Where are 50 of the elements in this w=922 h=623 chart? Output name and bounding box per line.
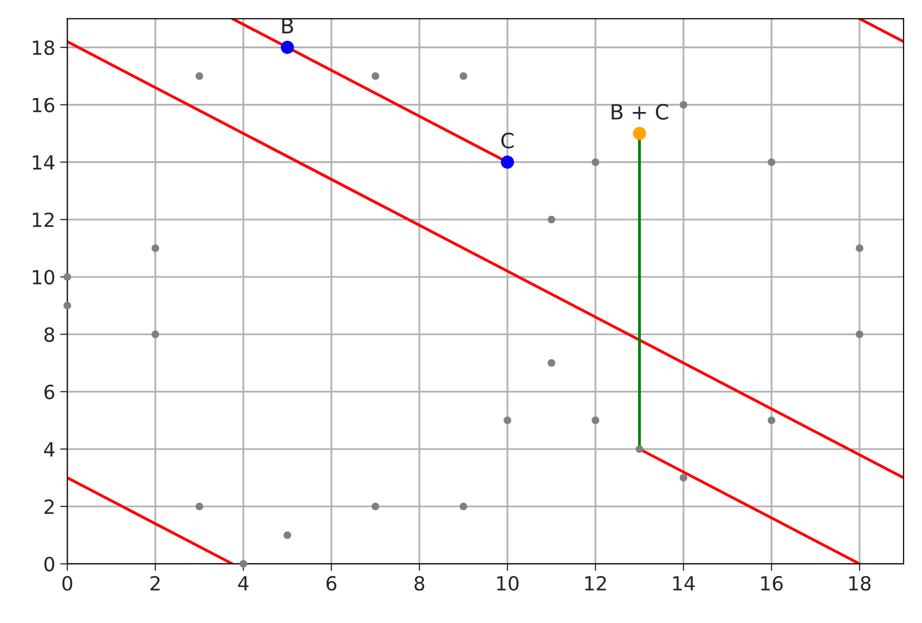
point [632, 126, 646, 140]
y-tick-label: 18 [32, 40, 54, 56]
annotation: B + C [612, 104, 668, 120]
point [768, 416, 776, 424]
point [500, 156, 514, 169]
point [152, 244, 160, 252]
x-tick-label: 2 [150, 576, 160, 590]
point [64, 273, 72, 281]
point [372, 72, 380, 80]
point [856, 244, 864, 252]
annotation: B [282, 18, 294, 34]
x-tick-label: 16 [761, 576, 783, 591]
point [636, 445, 644, 453]
point [680, 474, 688, 482]
point [196, 72, 204, 80]
point [152, 330, 160, 338]
x-tick-label: 4 [238, 576, 248, 590]
y-tick-label: 10 [32, 270, 54, 285]
point [680, 100, 688, 109]
point [240, 560, 248, 568]
y-tick-label: 12 [32, 212, 54, 227]
point [64, 302, 72, 310]
x-tick-label: 14 [673, 576, 695, 590]
x-tick-label: 8 [414, 576, 424, 591]
point [856, 330, 864, 338]
point [284, 531, 292, 539]
y-tick-label: 4 [44, 442, 54, 456]
y-tick-label: 14 [32, 155, 54, 170]
point [592, 416, 600, 424]
point [504, 416, 512, 424]
x-tick-label: 0 [62, 576, 72, 591]
point [372, 502, 380, 510]
x-tick-label: 10 [497, 576, 519, 591]
y-tick-label: 6 [44, 384, 54, 400]
y-tick-label: 16 [32, 98, 54, 112]
point [460, 502, 468, 510]
y-tick-label: 2 [44, 499, 54, 514]
annotation: C [501, 132, 514, 148]
y-tick-label: 8 [44, 327, 54, 342]
x-tick-label: 18 [849, 576, 871, 591]
x-tick-label: 6 [326, 576, 336, 591]
point [280, 40, 294, 54]
point [460, 72, 468, 80]
point [548, 359, 556, 367]
y-tick-label: 0 [44, 556, 54, 572]
point [196, 502, 204, 510]
point [548, 216, 556, 224]
x-tick-label: 12 [585, 576, 606, 590]
point [768, 158, 776, 166]
point [592, 158, 600, 166]
